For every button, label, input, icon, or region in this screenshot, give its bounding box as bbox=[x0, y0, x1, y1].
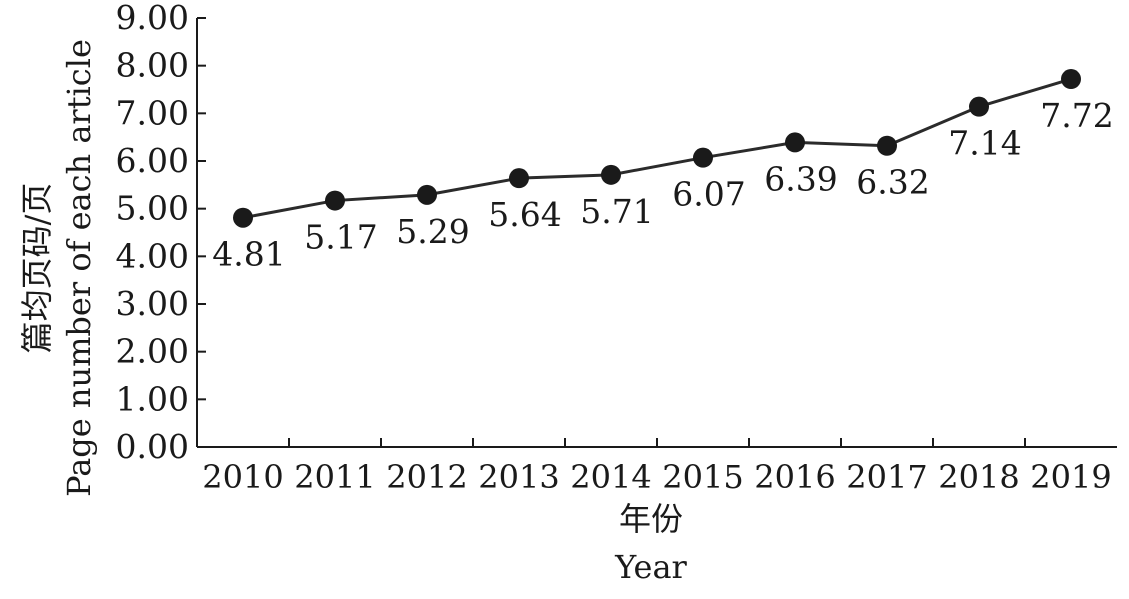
data-point bbox=[601, 164, 621, 185]
y-tick-label: 5.00 bbox=[116, 189, 189, 228]
data-point bbox=[877, 135, 897, 156]
data-point bbox=[969, 96, 989, 117]
y-tick-label: 0.00 bbox=[116, 427, 189, 466]
data-point bbox=[1061, 69, 1081, 90]
y-tick-label: 4.00 bbox=[116, 236, 189, 275]
x-tick-label: 2014 bbox=[570, 458, 651, 496]
x-tick-label: 2015 bbox=[662, 458, 743, 496]
data-point bbox=[325, 190, 345, 211]
y-tick-label: 1.00 bbox=[116, 379, 189, 418]
data-label: 5.64 bbox=[488, 195, 561, 234]
x-tick-label: 2013 bbox=[478, 458, 559, 496]
x-tick-label: 2018 bbox=[938, 458, 1019, 496]
x-tick-label: 2010 bbox=[202, 458, 283, 496]
y-axis-ticks: 0.00 1.00 2.00 3.00 4.00 5.00 6.00 7.00 8.00 9.00 bbox=[116, 0, 206, 466]
data-point bbox=[785, 132, 805, 153]
data-label: 5.29 bbox=[396, 212, 469, 251]
y-tick-label: 8.00 bbox=[116, 46, 189, 85]
data-label: 4.81 bbox=[212, 235, 285, 274]
x-tick-label: 2012 bbox=[386, 458, 467, 496]
x-axis-title-cn: 年份 bbox=[619, 500, 683, 538]
series-line bbox=[233, 69, 1081, 228]
y-tick-label: 9.00 bbox=[116, 0, 189, 37]
data-label: 6.07 bbox=[672, 175, 745, 214]
x-axis-title-en: Year bbox=[614, 548, 687, 586]
x-tick-label: 2011 bbox=[294, 458, 375, 496]
data-label: 5.17 bbox=[304, 218, 377, 257]
data-label: 7.72 bbox=[1040, 96, 1113, 135]
data-point bbox=[693, 147, 713, 168]
data-label: 6.39 bbox=[764, 159, 837, 198]
y-tick-label: 6.00 bbox=[116, 141, 189, 180]
data-label: 6.32 bbox=[856, 163, 929, 202]
x-tick-label: 2016 bbox=[754, 458, 835, 496]
y-axis-title-cn: 篇均页码/页 bbox=[18, 183, 56, 354]
data-label: 5.71 bbox=[580, 192, 653, 231]
x-axis-ticks: 2010 2011 2012 2013 2014 2015 2016 2017 2018 2019 bbox=[202, 438, 1112, 496]
data-labels: 4.81 5.17 5.29 5.64 5.71 6.07 6.39 6.32 7.14 7.72 bbox=[212, 96, 1113, 274]
y-tick-label: 3.00 bbox=[116, 284, 189, 323]
x-tick-label: 2019 bbox=[1030, 458, 1111, 496]
y-axis-title-en: Page number of each article bbox=[60, 39, 98, 497]
data-label: 7.14 bbox=[948, 124, 1021, 163]
data-point bbox=[509, 168, 529, 189]
y-tick-label: 7.00 bbox=[116, 93, 189, 132]
x-tick-label: 2017 bbox=[846, 458, 927, 496]
series-path bbox=[242, 77, 1072, 220]
data-point bbox=[417, 184, 437, 205]
data-point bbox=[233, 207, 253, 228]
y-tick-label: 2.00 bbox=[116, 332, 189, 371]
